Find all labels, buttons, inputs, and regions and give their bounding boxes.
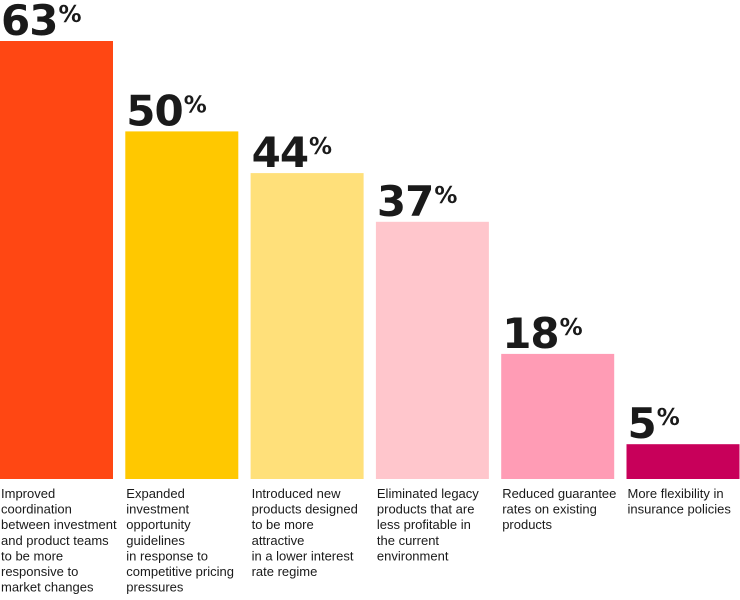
value-labels-layer: 63%50%44%37%18%5% — [1, 0, 681, 448]
category-label-4: Eliminated legacy products that are less p… — [377, 486, 479, 563]
category-label-line: More flexibility in — [628, 486, 724, 501]
category-label-line: products that are — [377, 502, 475, 517]
bar-value-number: 37 — [377, 177, 433, 226]
category-label-line: less profitable in — [377, 517, 471, 532]
category-label-3: Introduced new products designed to be mor… — [252, 486, 358, 579]
category-label-5: Reduced guarantee rates on existing produc… — [502, 486, 616, 532]
bar-value-number: 5 — [628, 399, 656, 448]
category-label-line: products — [502, 517, 552, 532]
bar-value-number: 44 — [252, 128, 308, 177]
category-label-line: in a lower interest — [252, 548, 354, 563]
bar-value-label-3: 44% — [252, 128, 332, 177]
category-label-line: insurance policies — [628, 502, 732, 517]
category-label-line: rate regime — [252, 564, 318, 579]
category-label-line: and product teams — [1, 533, 109, 548]
bar-value-percent-sign: % — [657, 405, 680, 431]
category-label-line: guidelines — [126, 533, 185, 548]
bar-5 — [501, 353, 615, 479]
category-label-line: Expanded — [126, 486, 185, 501]
bar-value-number: 50 — [126, 86, 182, 135]
category-label-1: Improved coordination between investment an… — [1, 486, 117, 595]
bars-layer — [0, 41, 740, 480]
category-label-line: Reduced guarantee — [502, 486, 616, 501]
bar-4 — [375, 221, 489, 480]
category-label-line: pressures — [126, 580, 184, 595]
bar-value-percent-sign: % — [58, 2, 81, 28]
category-label-6: More flexibility in insurance policies — [628, 486, 732, 517]
bar-value-label-1: 63% — [1, 0, 81, 45]
category-label-line: in response to — [126, 548, 208, 563]
category-label-line: to be more — [252, 517, 314, 532]
category-label-line: environment — [377, 548, 449, 563]
category-label-line: opportunity — [126, 517, 191, 532]
category-label-line: to be more — [1, 548, 63, 563]
category-label-line: Eliminated legacy — [377, 486, 479, 501]
category-label-line: rates on existing — [502, 502, 597, 517]
bar-value-label-4: 37% — [377, 177, 457, 226]
category-label-2: Expanded investment opportunity guidelines i… — [126, 486, 234, 595]
bar-value-percent-sign: % — [434, 183, 457, 209]
category-label-line: the current — [377, 533, 440, 548]
category-label-line: attractive — [252, 533, 305, 548]
bar-value-number: 63 — [1, 0, 57, 45]
bar-value-percent-sign: % — [309, 134, 332, 160]
category-label-line: responsive to — [1, 564, 78, 579]
category-label-line: between investment — [1, 517, 117, 532]
category-labels-layer: Improved coordination between investment an… — [1, 486, 731, 595]
category-label-line: Introduced new — [252, 486, 342, 501]
bar-value-number: 18 — [502, 309, 558, 358]
bar-6 — [626, 444, 740, 479]
bar-value-label-2: 50% — [126, 86, 206, 135]
category-label-line: products designed — [252, 502, 358, 517]
category-label-line: investment — [126, 502, 189, 517]
bar-value-label-5: 18% — [502, 309, 582, 358]
category-label-line: Improved — [1, 486, 55, 501]
bar-value-label-6: 5% — [628, 399, 680, 448]
category-label-line: market changes — [1, 580, 94, 595]
bar-value-percent-sign: % — [184, 92, 207, 118]
bar-2 — [125, 131, 239, 479]
category-label-line: coordination — [1, 502, 72, 517]
category-label-line: competitive pricing — [126, 564, 234, 579]
bar-1 — [0, 41, 113, 479]
bar-value-percent-sign: % — [560, 315, 583, 341]
bar-3 — [250, 173, 364, 479]
